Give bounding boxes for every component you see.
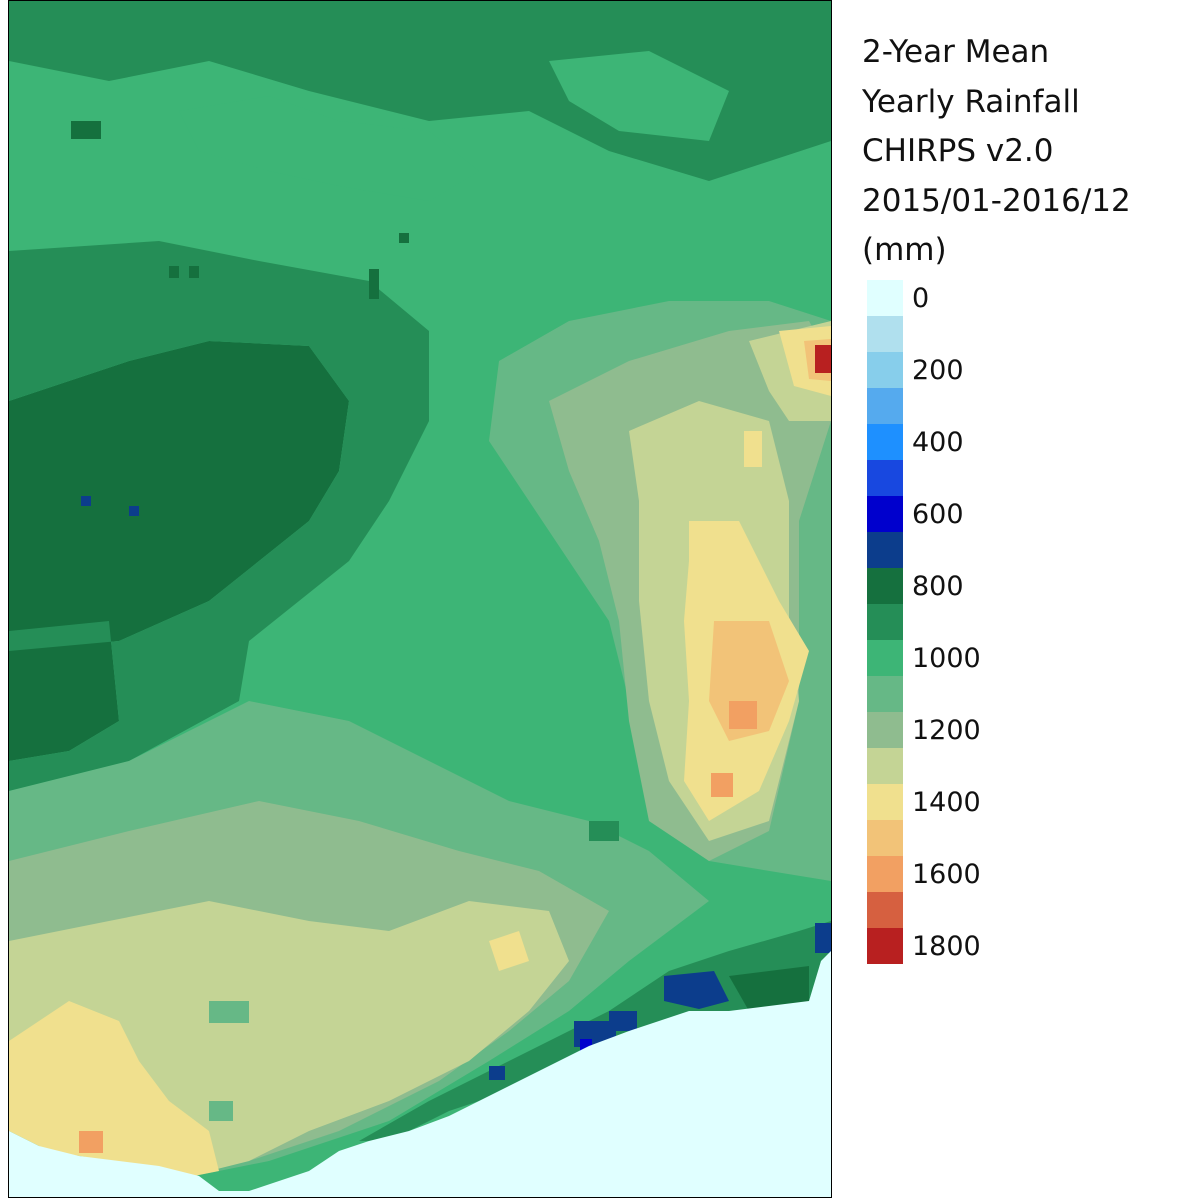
cell-red-1	[815, 345, 831, 373]
colorbar-swatch	[867, 712, 903, 748]
colorbar-swatch	[867, 460, 903, 496]
region-south-yellow-mid	[489, 931, 529, 971]
legend-title-line: Yearly Rainfall	[862, 83, 1080, 120]
region-south-yellow-west	[9, 1001, 219, 1181]
colorbar-swatch	[867, 676, 903, 712]
cell-dark-6	[589, 821, 619, 841]
cell-south-green-1	[209, 1001, 249, 1023]
colorbar-swatch	[867, 820, 903, 856]
colorbar-swatch	[867, 424, 903, 460]
colorbar-tick-label: 1200	[912, 715, 981, 746]
cell-navy-north-2	[129, 506, 139, 516]
cell-navy-south-2	[609, 1011, 637, 1031]
cell-south-green-2	[209, 1101, 233, 1121]
region-north-light2	[549, 51, 729, 141]
region-west-dark2	[9, 621, 119, 761]
rainfall-raster	[9, 1, 831, 1197]
colorbar-swatch	[867, 856, 903, 892]
rainfall-map	[8, 0, 832, 1198]
cell-dark-2	[169, 266, 179, 278]
colorbar-swatch	[867, 748, 903, 784]
region-west-dark	[9, 341, 349, 651]
colorbar-tick-label: 800	[912, 571, 964, 602]
cell-dark-3	[189, 266, 199, 278]
cell-dark-4	[399, 233, 409, 243]
cell-orange-4	[79, 1131, 103, 1153]
colorbar-tick-label: 1600	[912, 859, 981, 890]
colorbar-swatch	[867, 928, 903, 964]
colorbar-tick-label: 1800	[912, 931, 981, 962]
colorbar-tick-label: 400	[912, 427, 964, 458]
colorbar-tick-label: 1400	[912, 787, 981, 818]
colorbar-swatch	[867, 604, 903, 640]
cell-dark-1	[71, 121, 101, 139]
legend-title-line: 2-Year Mean	[862, 34, 1050, 70]
region-north-green	[9, 1, 831, 181]
cell-orange-3	[744, 431, 762, 467]
cell-orange-2	[711, 773, 733, 797]
colorbar-swatch	[867, 892, 903, 928]
colorbar-swatch	[867, 568, 903, 604]
region-coast-navy-1	[664, 971, 729, 1009]
cell-orange-1	[729, 701, 757, 729]
cell-dark-5	[369, 269, 379, 299]
cell-navy-north-1	[81, 496, 91, 506]
region-coast-darker	[729, 966, 809, 1011]
region-west-mid	[9, 241, 429, 791]
colorbar-swatch	[867, 388, 903, 424]
legend-title-line: 2015/01-2016/12	[862, 182, 1131, 219]
colorbar-tick-label: 200	[912, 355, 964, 386]
colorbar-swatch	[867, 352, 903, 388]
colorbar-tick-label: 0	[912, 283, 930, 314]
colorbar-swatch	[867, 640, 903, 676]
ocean	[9, 951, 831, 1197]
cell-navy-east	[815, 923, 831, 953]
region-north-light	[179, 96, 479, 201]
colorbar-swatch	[867, 784, 903, 820]
colorbar	[867, 280, 903, 964]
colorbar-swatch	[867, 316, 903, 352]
legend-title-line: (mm)	[862, 232, 947, 268]
legend-title: 2-Year Mean Yearly Rainfall CHIRPS v2.0 201…	[862, 28, 1192, 276]
colorbar-tick-label: 1000	[912, 643, 981, 674]
colorbar-swatch	[867, 496, 903, 532]
colorbar-tick-label: 600	[912, 499, 964, 530]
legend-title-line: CHIRPS v2.0	[862, 133, 1054, 169]
cell-navy-coast-3	[489, 1066, 505, 1080]
colorbar-swatch	[867, 532, 903, 568]
colorbar-swatch	[867, 280, 903, 316]
